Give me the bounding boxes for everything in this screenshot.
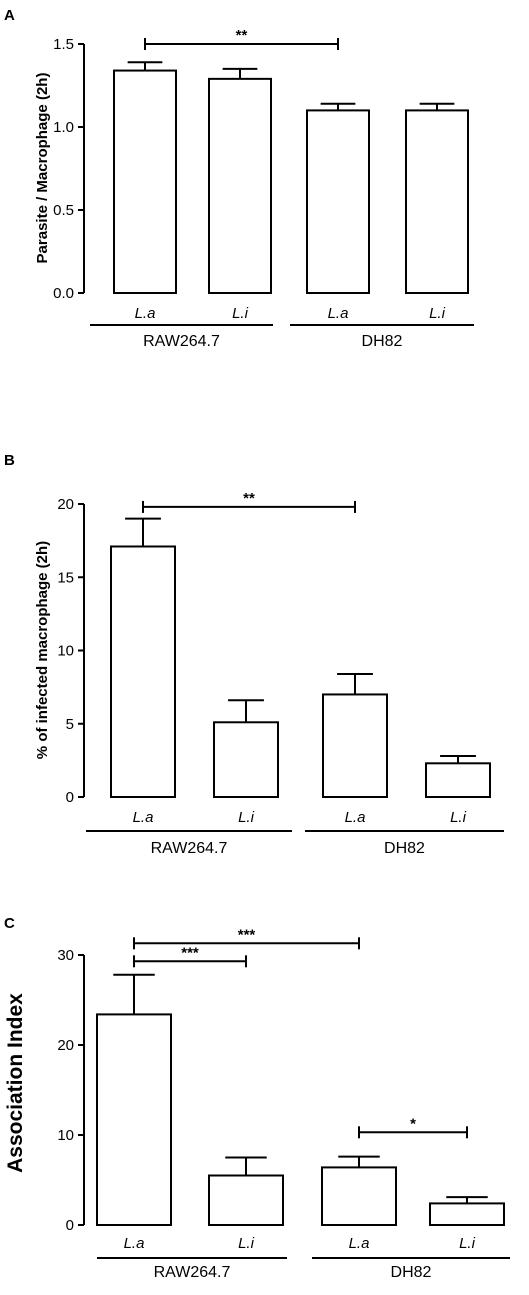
panel-b-category-label: L.a [345,809,366,826]
panel-c-y-tick-label: 20 [57,1037,74,1054]
panel-a-category-label: L.a [328,305,349,322]
panel-c-bar [321,1166,397,1226]
panel-a-category-label: L.i [232,305,249,322]
panel-letter-a: A [4,7,15,24]
panel-c-y-tick-label: 30 [57,947,74,964]
panel-b-chart: B % of infected macrophage (2h) 0 5 10 15 20… [4,452,504,857]
panel-a-bar [208,77,272,294]
panel-b-y-tick-label: 10 [57,643,74,660]
panel-a-significance-label: ** [236,27,248,44]
panel-c-group-label: DH82 [391,1264,432,1281]
panel-b-category-label: L.i [238,809,255,826]
panel-a-y-tick-label: 1.0 [53,119,74,136]
panel-b-y-tick-label: 20 [57,496,74,513]
panel-b: B % of infected macrophage (2h) 0 5 10 15 20… [0,440,529,870]
panel-letter-b: B [4,452,15,469]
panel-a-y-tick-label: 0.5 [53,202,74,219]
panel-c-ylabel: Association Index [4,993,27,1173]
panel-b-y-tick-label: 0 [66,789,74,806]
panel-b-bar [322,693,388,798]
panel-c-significance-label: *** [181,944,199,961]
panel-c-significance-label: *** [238,926,256,943]
panel-b-bar [213,721,279,798]
panel-a-bar [306,109,370,295]
panel-a-y-tick-label: 1.5 [53,36,74,53]
panel-a-chart: A Parasite / Macrophage (2h) 0.0 0.5 1.0 1.… [4,7,474,350]
panel-c-bar [96,1013,172,1227]
panel-b-category-label: L.i [450,809,467,826]
panel-c: C Association Index 0 10 20 30 L.a L.i L.a L.i R… [0,890,529,1290]
panel-c-bar [429,1202,505,1226]
panel-a-bar [405,109,469,295]
panel-c-category-label: L.a [124,1235,145,1252]
panel-b-group-label: DH82 [384,840,425,857]
panel-a-category-label: L.i [429,305,446,322]
panel-b-y-tick-label: 5 [66,716,74,733]
panel-a-category-label: L.a [135,305,156,322]
panel-a: A Parasite / Macrophage (2h) 0.0 0.5 1.0 1.… [0,0,529,360]
panel-a-ylabel: Parasite / Macrophage (2h) [34,73,51,264]
panel-a-y-tick-label: 0.0 [53,285,74,302]
panel-b-group-label: RAW264.7 [151,840,228,857]
panel-b-category-label: L.a [133,809,154,826]
panel-a-bar [113,69,177,294]
panel-b-y-tick-label: 15 [57,569,74,586]
panel-a-group-label: DH82 [362,333,403,350]
panel-c-y-tick-label: 0 [66,1217,74,1234]
panel-letter-c: C [4,915,15,932]
panel-c-group-label: RAW264.7 [154,1264,231,1281]
panel-b-ylabel: % of infected macrophage (2h) [34,541,51,759]
panel-b-bar [425,762,491,798]
panel-c-category-label: L.a [349,1235,370,1252]
panel-c-significance-label: * [410,1115,416,1132]
panel-b-significance-label: ** [243,490,255,507]
panel-b-bar [110,545,176,798]
panel-c-category-label: L.i [238,1235,255,1252]
panel-c-y-tick-label: 10 [57,1127,74,1144]
panel-c-bar [208,1174,284,1226]
panel-c-category-label: L.i [459,1235,476,1252]
panel-c-chart: C Association Index 0 10 20 30 L.a L.i L.a L.i R… [4,915,510,1281]
panel-a-group-label: RAW264.7 [143,333,220,350]
